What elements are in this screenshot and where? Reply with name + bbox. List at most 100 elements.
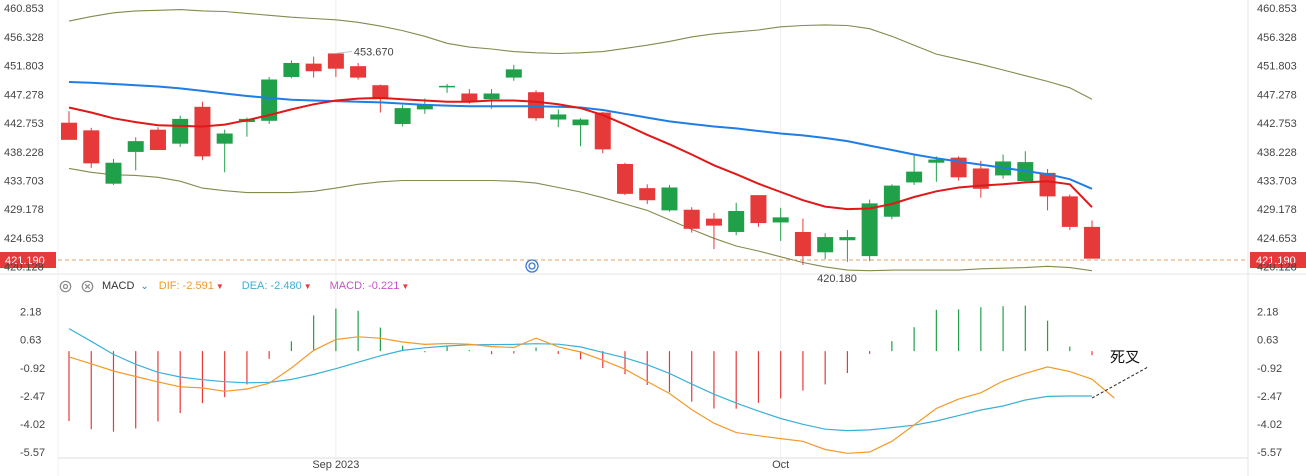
macd-panel (68, 305, 1149, 454)
candle (83, 127, 100, 168)
candle-body (1039, 172, 1056, 197)
x-tick-label: Oct (772, 459, 789, 471)
macd-tick-label-right: -2.47 (1257, 391, 1282, 403)
candle-body (439, 85, 456, 88)
macd-tick-label-left: -0.92 (20, 363, 45, 375)
candle (305, 56, 322, 78)
low-annotation: 420.180 (817, 273, 857, 285)
current-price-label-right: 421.190 (1256, 255, 1296, 267)
close-icon[interactable] (80, 279, 94, 293)
price-tick-label-left: 424.653 (4, 233, 44, 245)
dea-line (68, 328, 1092, 432)
candle-body (305, 63, 322, 72)
macd-readout: MACD: -0.221 ▼ (330, 280, 410, 292)
dif-value: -2.591 (182, 280, 214, 292)
price-tick-label-left: 460.853 (4, 3, 44, 15)
price-tick-label-right: 456.328 (1257, 32, 1297, 44)
candle (1039, 169, 1056, 211)
candle-body (617, 164, 633, 194)
chevron-down-icon[interactable]: ⌄ (140, 280, 149, 292)
candle (261, 76, 278, 124)
macd-tick-label-left: -5.57 (20, 447, 45, 459)
bollinger-upper-line (68, 9, 1093, 100)
bollinger-lower-line (68, 167, 1093, 272)
candle-body (350, 66, 367, 78)
price-tick-label-left: 429.178 (4, 204, 44, 216)
candle (839, 230, 856, 262)
candle (1017, 151, 1034, 184)
price-tick-label-left: 442.753 (4, 118, 44, 130)
macd-tick-label-left: -4.02 (20, 419, 45, 431)
price-tick-label-right: 451.803 (1257, 61, 1297, 73)
candle-body (972, 168, 989, 189)
candle (661, 184, 678, 212)
candle (594, 111, 611, 154)
axis-layer: 420.128 420.128 424.653 424.653 429.178 429.1… (4, 3, 1297, 471)
dea-value: -2.480 (270, 280, 302, 292)
price-tick-label-left: 456.328 (4, 32, 44, 44)
candle-body (194, 106, 211, 157)
candle (750, 195, 767, 227)
price-tick-label-right: 424.653 (1257, 233, 1297, 245)
dea-label: DEA: (241, 280, 268, 292)
candle (327, 53, 344, 77)
price-tick-label-right: 447.278 (1257, 89, 1297, 101)
candle-body (372, 85, 389, 100)
candle (216, 129, 233, 173)
candle-body (283, 62, 300, 77)
candle-body (216, 133, 233, 144)
indicator-name: MACD (102, 280, 135, 292)
candle-body (794, 231, 811, 257)
candle (705, 212, 722, 250)
annotation-pointer (1091, 366, 1149, 399)
macd-indicator-bar: MACD ⌄ DIF: -2.591 ▼ DEA: -2.480 ▼ MACD: -… (58, 278, 427, 294)
candle-body (839, 237, 856, 241)
macd-tick-label-right: 0.63 (1257, 335, 1278, 347)
candle (394, 104, 411, 127)
candle (617, 162, 633, 196)
candle (127, 137, 144, 171)
candle (439, 83, 456, 93)
candle-body (883, 185, 900, 217)
high-annotation-leader (335, 51, 352, 54)
candle-body (394, 108, 411, 124)
candle-body (149, 129, 166, 151)
candle (906, 155, 923, 185)
candle (149, 127, 166, 151)
candle (1061, 194, 1078, 231)
candle-body (817, 237, 834, 253)
candle-body (83, 130, 100, 164)
price-tick-label-right: 433.703 (1257, 175, 1297, 187)
x-tick-label: Sep 2023 (312, 459, 359, 471)
candle (772, 207, 789, 241)
macd-tick-label-right: -4.02 (1257, 419, 1282, 431)
candle-body (639, 188, 656, 201)
down-triangle-icon: ▼ (303, 282, 312, 291)
price-tick-label-left: 420.128 (4, 262, 44, 274)
price-tick-label-left: 447.278 (4, 89, 44, 101)
dea-readout: DEA: -2.480 ▼ (242, 280, 312, 292)
settings-icon[interactable] (58, 279, 72, 293)
candle-body (928, 159, 945, 163)
current-price-tag-left (0, 251, 56, 268)
current-price-tag-right (1250, 251, 1306, 268)
candle-body (127, 141, 144, 152)
macd-tick-label-left: 2.18 (20, 307, 41, 319)
candle-body (461, 93, 478, 102)
candle (794, 218, 811, 266)
candle-body (572, 119, 589, 126)
down-triangle-icon: ▼ (215, 282, 224, 291)
price-tick-label-right: 429.178 (1257, 204, 1297, 216)
candle (105, 158, 122, 185)
target-icon[interactable] (525, 259, 539, 273)
candle (61, 111, 77, 140)
current-price-label-left: 421.190 (5, 255, 45, 267)
candle (572, 118, 589, 147)
macd-tick-label-left: -2.47 (20, 391, 45, 403)
candle-body (906, 171, 923, 183)
candle-body (594, 112, 611, 150)
dif-line (68, 336, 1115, 454)
high-annotation: 453.670 (354, 46, 394, 58)
